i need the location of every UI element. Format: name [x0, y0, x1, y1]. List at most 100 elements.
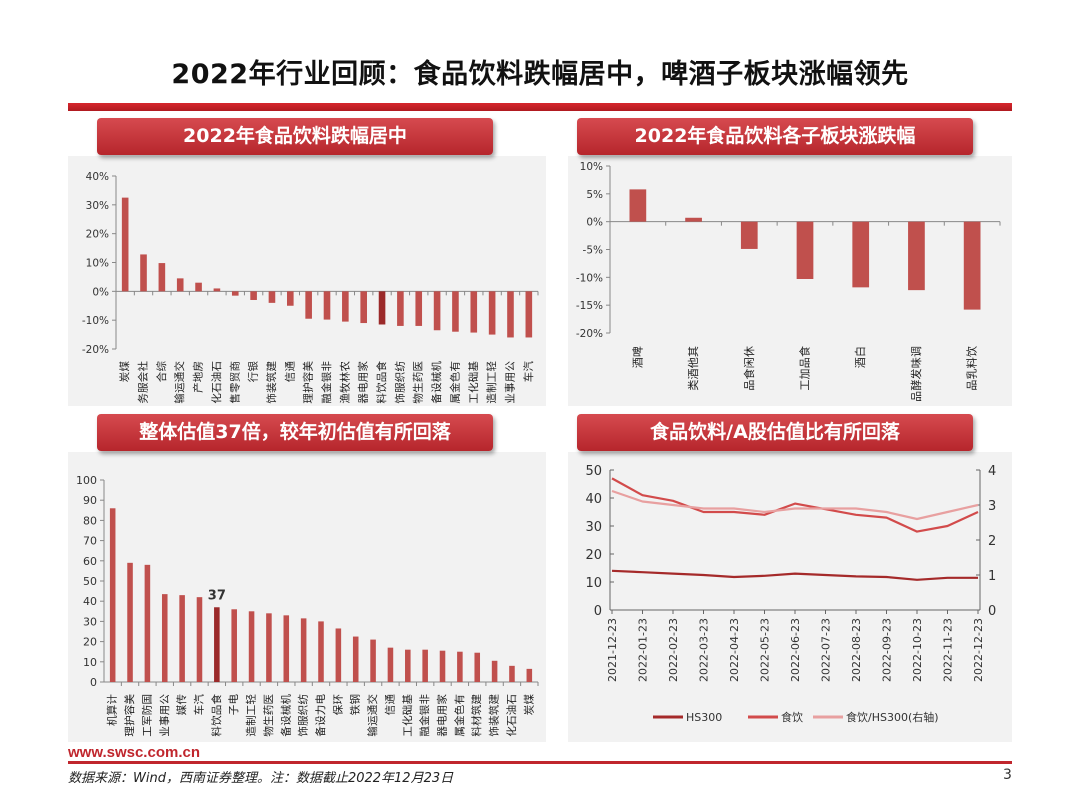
valuation-bar	[318, 621, 324, 682]
svg-text:运: 运	[367, 715, 379, 726]
ratio-x-tick-label: 2022-10-23	[911, 618, 924, 682]
svg-text:化: 化	[505, 726, 518, 737]
returns-bar	[452, 291, 459, 332]
svg-text:品: 品	[743, 380, 756, 391]
returns-bar	[525, 291, 533, 338]
svg-text:础: 础	[468, 372, 480, 383]
svg-text:煤: 煤	[522, 694, 535, 705]
svg-text:汽: 汽	[192, 694, 205, 705]
svg-text:酒: 酒	[854, 357, 867, 368]
svg-text:装: 装	[265, 382, 278, 393]
svg-text:汽: 汽	[522, 361, 535, 372]
valuation-x-label: 计算机	[106, 694, 119, 726]
svg-text:家: 家	[436, 694, 449, 705]
ratio-x-tick-label: 2022-02-23	[667, 618, 680, 682]
svg-text:设: 设	[280, 715, 292, 726]
svg-text:啤: 啤	[630, 346, 644, 357]
svg-text:产: 产	[192, 382, 205, 393]
svg-text:食: 食	[375, 361, 388, 372]
returns-bar	[140, 254, 147, 292]
panel-subsector-returns: 10% 5% 0% -5% -10% -15% -20% 啤酒其他酒类休闲食品食品加工白酒调味…	[568, 156, 1012, 406]
valuation-x-label: 传媒	[175, 694, 188, 715]
valuation-bar	[387, 647, 394, 682]
svg-text:服: 服	[138, 382, 150, 393]
subsector-y-tick-label: -20%	[576, 328, 603, 340]
returns-bar	[250, 291, 257, 300]
subsector-bar	[685, 217, 702, 222]
valuation-x-label: 煤炭	[522, 694, 535, 716]
svg-text:石: 石	[506, 694, 518, 705]
svg-text:饰: 饰	[297, 726, 310, 737]
svg-text:械: 械	[430, 371, 443, 382]
valuation-y-tick-label: 100	[76, 474, 97, 487]
ratio-left-tick-label: 40	[585, 492, 602, 507]
valuation-bar	[214, 607, 220, 682]
valuation-bar	[109, 508, 116, 682]
ratio-right-tick-label: 3	[988, 499, 996, 514]
svg-text:调: 调	[910, 346, 923, 357]
svg-text:品: 品	[799, 357, 812, 368]
svg-text:金: 金	[418, 715, 431, 726]
svg-text:炭: 炭	[119, 371, 131, 382]
svg-text:传: 传	[176, 694, 188, 705]
panel-industry-returns: 40% 30% 20% 10% 0% -10% -20% 煤炭社会服务综合交通运输房地产石油石…	[68, 156, 546, 406]
svg-text:工: 工	[246, 705, 258, 716]
svg-text:通: 通	[284, 361, 296, 372]
svg-text:织: 织	[394, 372, 406, 383]
svg-text:护: 护	[123, 715, 136, 726]
svg-text:料: 料	[965, 357, 979, 368]
svg-text:环: 环	[332, 694, 344, 705]
returns-bar	[287, 291, 294, 306]
svg-text:加: 加	[799, 368, 812, 379]
svg-text:输: 输	[366, 726, 379, 737]
svg-text:商: 商	[228, 361, 241, 372]
returns-y-tick-label: 20%	[86, 229, 109, 241]
svg-text:筑: 筑	[265, 371, 278, 382]
svg-text:用: 用	[504, 372, 516, 383]
svg-text:饮: 饮	[966, 346, 979, 357]
svg-text:用: 用	[358, 372, 370, 383]
industry-valuation-chart: 1009080706050403020100计算机美容护理国防军工公用事业传媒汽…	[76, 474, 539, 737]
svg-text:品: 品	[910, 391, 923, 402]
panel-title-industry-returns: 2022年食品饮料跌幅居中	[97, 118, 493, 155]
svg-text:有: 有	[448, 361, 461, 372]
subsector-y-tick-label: 5%	[586, 189, 603, 201]
ratio-left-tick-label: 50	[585, 464, 602, 479]
svg-text:其: 其	[687, 346, 700, 357]
svg-text:筑: 筑	[470, 704, 483, 715]
returns-bar	[195, 282, 202, 292]
svg-text:银: 银	[320, 371, 333, 382]
svg-text:造: 造	[245, 726, 258, 737]
svg-text:煤: 煤	[118, 361, 131, 372]
svg-text:筑: 筑	[488, 704, 501, 715]
svg-text:造: 造	[485, 393, 498, 404]
svg-text:理: 理	[124, 726, 136, 737]
svg-text:美: 美	[302, 361, 315, 372]
svg-text:工: 工	[402, 726, 414, 737]
svg-text:色: 色	[453, 704, 466, 715]
svg-text:纺: 纺	[393, 361, 406, 372]
svg-text:乳: 乳	[966, 368, 979, 379]
svg-text:容: 容	[302, 371, 315, 382]
svg-text:电: 电	[436, 715, 449, 726]
svg-text:通: 通	[367, 704, 379, 715]
svg-text:有: 有	[453, 694, 466, 705]
svg-text:机: 机	[430, 361, 443, 372]
ratio-x-tick-label: 2022-12-23	[972, 618, 985, 682]
title-divider	[68, 103, 1012, 111]
svg-text:融: 融	[419, 726, 431, 737]
svg-text:农: 农	[338, 361, 351, 372]
returns-bar	[121, 197, 129, 292]
industry-returns-chart: 40%30%20%10%0%-10%-20%煤炭社会服务综合交通运输房地产石油石…	[82, 171, 539, 404]
svg-text:石: 石	[211, 382, 223, 393]
legend-label: HS300	[686, 711, 722, 724]
ratio-x-tick-label: 2022-01-23	[637, 618, 650, 682]
ratio-right-tick-label: 0	[988, 604, 996, 619]
returns-y-tick-label: 10%	[86, 258, 109, 270]
valuation-x-label: 食品饮料	[210, 694, 223, 737]
